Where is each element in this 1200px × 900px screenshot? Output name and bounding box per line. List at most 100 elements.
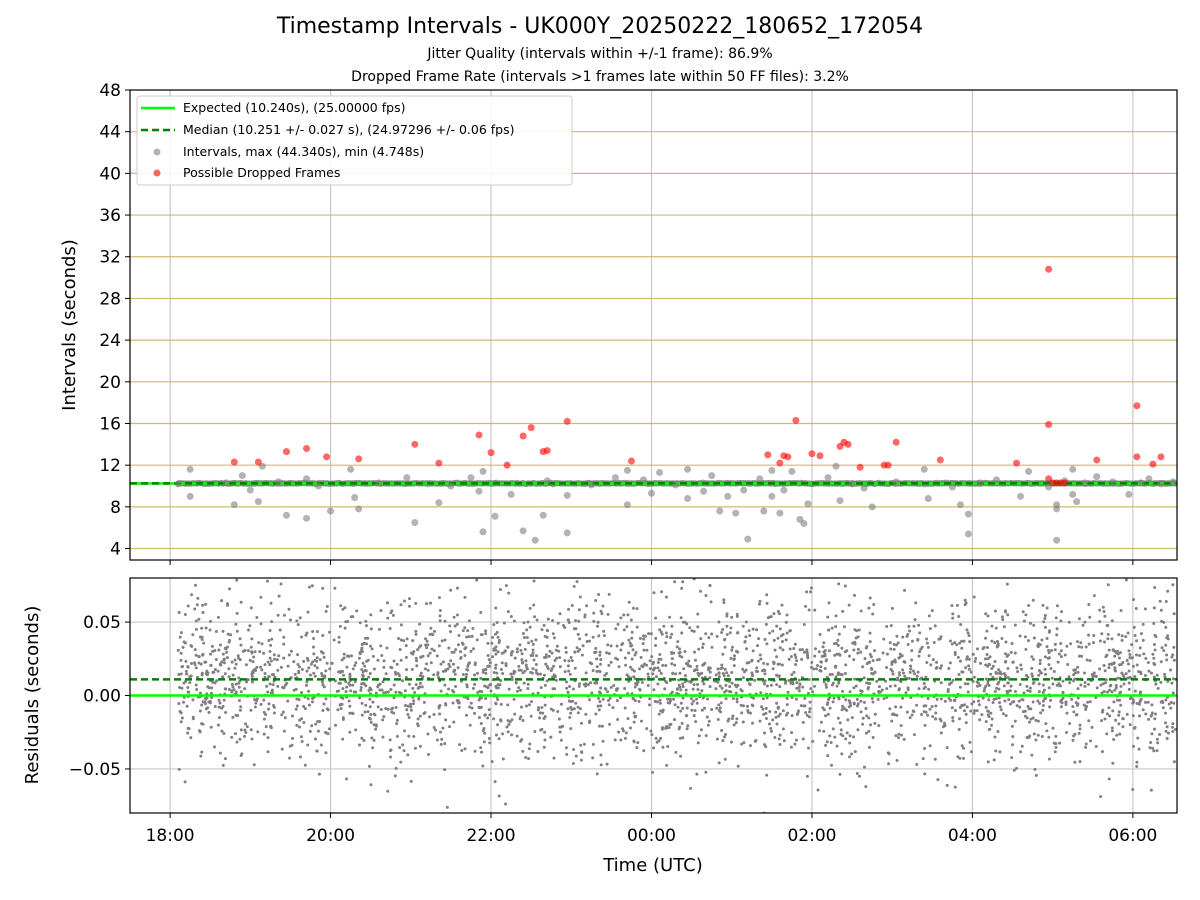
residual-point (609, 660, 613, 664)
residual-point (492, 623, 496, 627)
residual-point (901, 560, 904, 563)
residual-point (515, 689, 519, 693)
residual-point (1135, 760, 1139, 764)
residual-point (206, 685, 210, 689)
residual-point (900, 654, 904, 658)
residual-point (1120, 634, 1124, 638)
residual-point (758, 719, 762, 723)
residual-point (647, 569, 650, 572)
residual-point (957, 673, 961, 677)
residual-point (608, 722, 612, 726)
residual-point (263, 663, 267, 667)
residual-point (843, 671, 847, 675)
residual-point (1109, 683, 1113, 687)
residual-point (600, 724, 604, 728)
residual-point (1039, 671, 1043, 675)
residual-point (348, 672, 352, 676)
residual-point (358, 696, 362, 700)
residual-point (348, 730, 352, 734)
residual-point (700, 671, 704, 675)
residual-point (1117, 710, 1121, 714)
residual-point (729, 740, 733, 744)
residual-point (399, 623, 403, 627)
residual-point (840, 708, 844, 712)
residual-point (716, 680, 720, 684)
residual-point (1080, 645, 1084, 649)
residual-point (374, 727, 378, 731)
residual-point (772, 638, 776, 642)
residual-point (198, 635, 202, 639)
residual-point (318, 658, 322, 662)
residual-point (557, 717, 561, 721)
residual-point (577, 684, 581, 688)
residual-point (205, 696, 209, 700)
residual-point (761, 697, 765, 701)
residual-point (1027, 639, 1031, 643)
residual-point (234, 622, 238, 626)
residual-point (386, 707, 390, 711)
residual-point (1154, 682, 1158, 686)
interval-point (587, 481, 595, 489)
residual-point (871, 659, 875, 663)
residual-point (910, 639, 914, 643)
residual-point (1087, 719, 1091, 723)
residual-point (569, 705, 573, 709)
residual-point (218, 662, 222, 666)
residual-point (714, 673, 718, 677)
residual-point (385, 601, 389, 605)
residual-point (672, 718, 676, 722)
residual-point (692, 683, 696, 687)
residual-point (799, 704, 803, 708)
residual-point (1141, 708, 1145, 712)
residual-point (784, 620, 788, 624)
residual-point (568, 672, 572, 676)
residual-point (895, 634, 899, 638)
residual-point (736, 683, 740, 687)
residual-point (719, 710, 723, 714)
residual-point (506, 730, 510, 734)
residual-point (406, 704, 410, 708)
residual-point (1164, 625, 1168, 629)
residual-point (201, 652, 205, 656)
residual-point (302, 659, 306, 663)
residual-point (597, 592, 601, 596)
residual-point (382, 659, 386, 663)
residual-point (191, 715, 195, 719)
residual-point (926, 697, 930, 701)
residual-point (796, 711, 800, 715)
residual-point (788, 629, 792, 633)
residual-point (998, 750, 1002, 754)
residual-point (243, 728, 247, 732)
residual-point (231, 715, 235, 719)
residual-point (393, 774, 397, 778)
residual-point (392, 683, 396, 687)
residual-point (512, 697, 516, 701)
residual-point (1092, 671, 1096, 675)
residual-point (833, 653, 837, 657)
residual-point (218, 701, 222, 705)
residual-point (934, 666, 938, 670)
residual-point (598, 724, 602, 728)
residual-point (1068, 721, 1072, 725)
residual-point (939, 731, 943, 735)
residual-point (1004, 659, 1008, 663)
residual-point (1152, 675, 1156, 679)
residual-point (730, 716, 734, 720)
residual-point (861, 722, 865, 726)
residual-point (876, 697, 880, 701)
residual-point (1009, 684, 1013, 688)
residual-point (1164, 721, 1168, 725)
residual-point (1155, 673, 1159, 677)
residual-point (662, 624, 666, 628)
residual-point (840, 646, 844, 650)
residual-point (735, 614, 739, 618)
residual-point (1098, 639, 1102, 643)
residual-point (842, 625, 846, 629)
residual-point (633, 677, 637, 681)
residual-point (1078, 727, 1082, 731)
residual-point (1083, 671, 1087, 675)
residual-point (310, 724, 314, 728)
residual-point (446, 667, 450, 671)
residual-point (653, 700, 657, 704)
